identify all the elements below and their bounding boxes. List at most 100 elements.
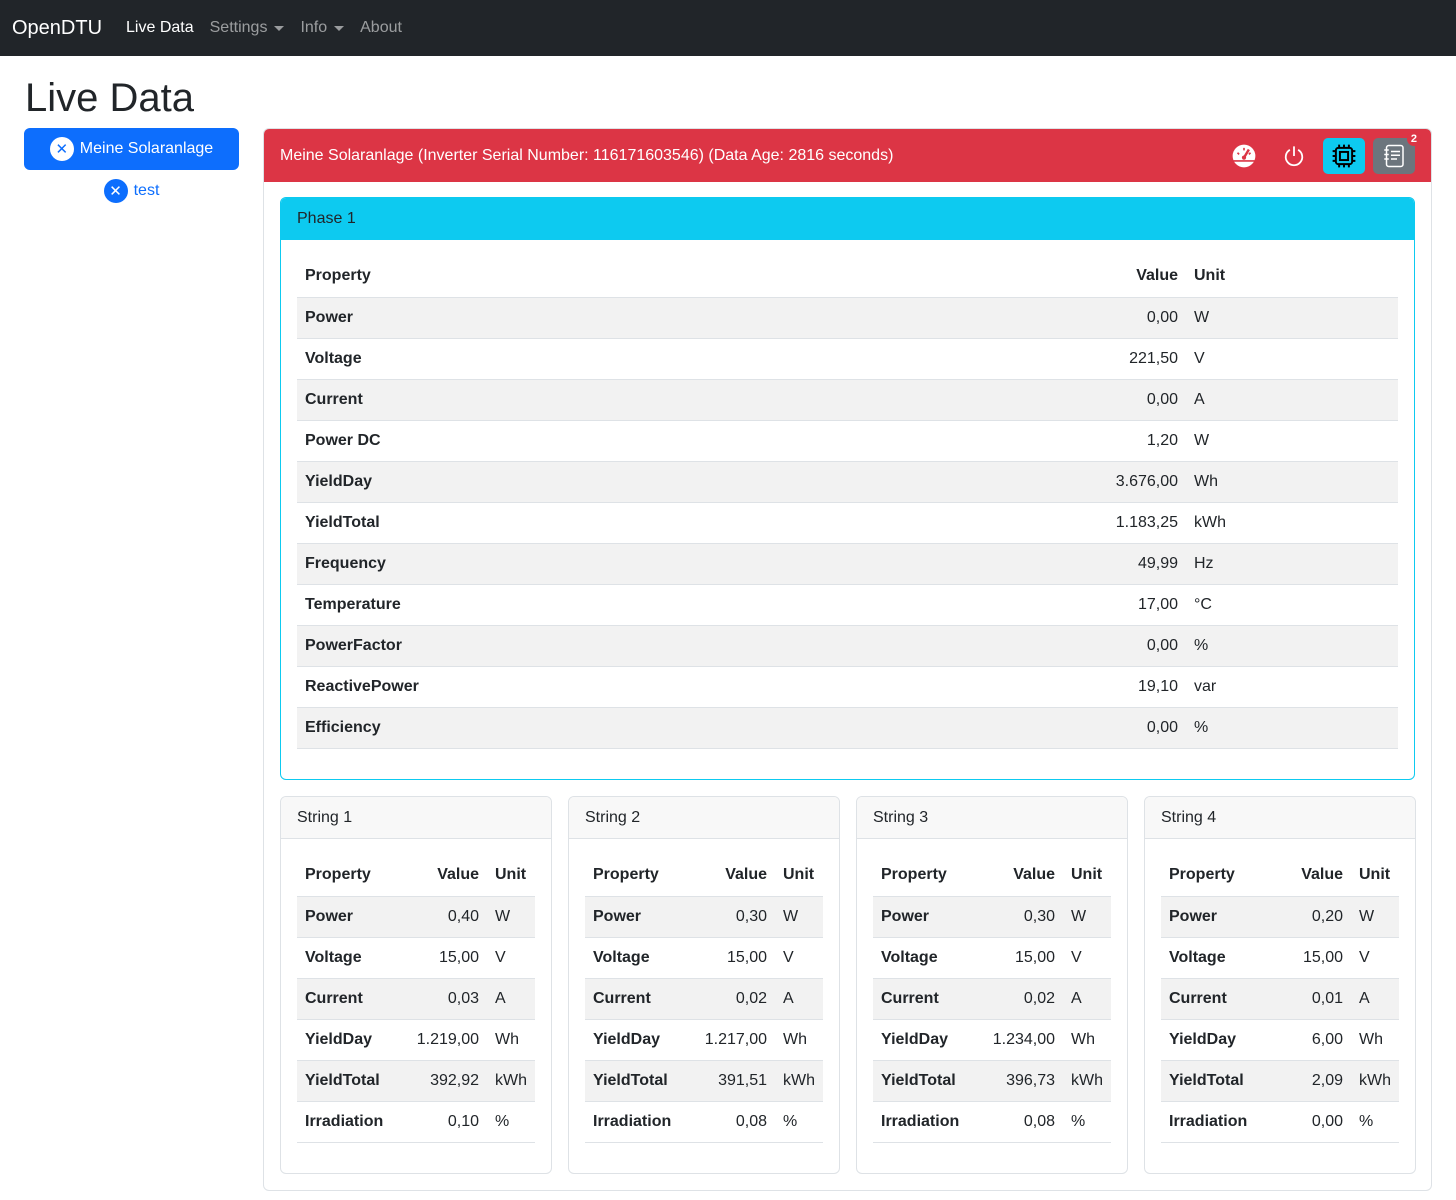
power-button[interactable] xyxy=(1273,138,1315,174)
property-cell: PowerFactor xyxy=(297,625,852,667)
inverter-tab-test[interactable]: ✕ test xyxy=(24,170,239,212)
string-card: String 1 Property Value Unit Power 0,40 W Volta… xyxy=(280,796,552,1174)
table-row: Temperature 17,00 °C xyxy=(297,584,1398,626)
inverter-card-header: Meine Solaranlage (Inverter Serial Numbe… xyxy=(264,129,1431,182)
property-cell: Power xyxy=(585,896,689,938)
event-log-button[interactable]: 2 xyxy=(1373,131,1421,174)
table-row: Current 0,00 A xyxy=(297,379,1398,421)
col-unit: Unit xyxy=(775,855,823,897)
property-cell: YieldDay xyxy=(297,1019,401,1061)
property-cell: ReactivePower xyxy=(297,666,852,708)
string-card-header: String 1 xyxy=(281,797,551,839)
unit-cell: Wh xyxy=(1063,1019,1111,1061)
table-row: Efficiency 0,00% xyxy=(297,707,1398,749)
table-row: Irradiation 0,10% xyxy=(297,1101,535,1143)
property-cell: YieldDay xyxy=(1161,1019,1279,1061)
unit-cell: Wh xyxy=(1186,461,1398,503)
property-cell: YieldTotal xyxy=(1161,1060,1279,1102)
property-cell: Voltage xyxy=(585,937,689,979)
property-cell: Irradiation xyxy=(1161,1101,1279,1143)
property-cell: Power xyxy=(297,297,852,339)
table-row: Irradiation 0,08% xyxy=(585,1101,823,1143)
table-row: YieldDay 1.217,00 Wh xyxy=(585,1019,823,1061)
unit-cell: var xyxy=(1186,666,1398,708)
string-card-header: String 4 xyxy=(1145,797,1415,839)
navbar: OpenDTU Live Data Settings Info About xyxy=(0,0,1456,56)
value-cell: 396,73 xyxy=(976,1060,1063,1102)
unit-cell: Wh xyxy=(487,1019,535,1061)
string-table: Property Value Unit Power 0,30 W Voltage 15,00 V… xyxy=(873,855,1111,1143)
property-cell: Efficiency xyxy=(297,707,852,749)
unit-cell: kWh xyxy=(487,1060,535,1102)
page-title: Live Data xyxy=(25,76,194,120)
phase-card: Phase 1 Property Value Unit Power 0,00 W Volt… xyxy=(280,197,1415,780)
property-cell: Current xyxy=(873,978,977,1020)
col-unit: Unit xyxy=(487,855,535,897)
inverter-list: ✕ Meine Solaranlage ✕ test xyxy=(24,128,239,212)
value-cell: 0,02 xyxy=(976,978,1063,1020)
table-row: Power DC 1,20 W xyxy=(297,420,1398,462)
nav-info[interactable]: Info xyxy=(300,19,345,37)
col-property: Property xyxy=(873,855,977,897)
value-cell: 392,92 xyxy=(400,1060,487,1102)
value-cell: 15,00 xyxy=(688,937,775,979)
value-cell: 1.219,00 xyxy=(400,1019,487,1061)
property-cell: Irradiation xyxy=(585,1101,689,1143)
unit-cell: kWh xyxy=(1063,1060,1111,1102)
table-row: YieldTotal 2,09 kWh xyxy=(1161,1060,1399,1102)
property-cell: YieldTotal xyxy=(297,1060,401,1102)
property-cell: Current xyxy=(297,379,852,421)
unit-cell: Hz xyxy=(1186,543,1398,585)
device-info-button[interactable] xyxy=(1323,137,1365,174)
table-row: Power 0,30 W xyxy=(585,896,823,938)
table-row: Current 0,02 A xyxy=(585,978,823,1020)
caret-down-icon xyxy=(274,25,285,31)
nav-settings[interactable]: Settings xyxy=(210,19,285,37)
unit-cell: % xyxy=(487,1101,535,1143)
value-cell: 15,00 xyxy=(976,937,1063,979)
table-row: Irradiation 0,08% xyxy=(873,1101,1111,1143)
string-table: Property Value Unit Power 0,40 W Voltage 15,00 V… xyxy=(297,855,535,1143)
unit-cell: °C xyxy=(1186,584,1398,626)
table-row: Voltage 15,00 V xyxy=(873,937,1111,979)
table-row: Current 0,02 A xyxy=(873,978,1111,1020)
property-cell: YieldTotal xyxy=(585,1060,689,1102)
property-cell: Power xyxy=(873,896,977,938)
nav-about[interactable]: About xyxy=(360,19,402,37)
string-table: Property Value Unit Power 0,20 W Voltage 15,00 V… xyxy=(1161,855,1399,1143)
phase-table: Property Value Unit Power 0,00 W Voltage 221,5… xyxy=(297,256,1398,749)
limit-settings-button[interactable] xyxy=(1223,138,1265,174)
table-row: Power 0,30 W xyxy=(873,896,1111,938)
unit-cell: % xyxy=(1351,1101,1399,1143)
unit-cell: W xyxy=(1351,896,1399,938)
col-property: Property xyxy=(585,855,689,897)
nav-live-data[interactable]: Live Data xyxy=(126,19,194,37)
inverter-name: Meine Solaranlage xyxy=(79,140,214,157)
speedometer-icon xyxy=(1232,144,1256,167)
cpu-icon xyxy=(1332,144,1356,167)
property-cell: YieldDay xyxy=(585,1019,689,1061)
unit-cell: A xyxy=(1063,978,1111,1020)
unit-cell: kWh xyxy=(1186,502,1398,544)
unit-cell: V xyxy=(775,937,823,979)
col-property: Property xyxy=(297,855,401,897)
property-cell: Power xyxy=(297,896,401,938)
inverter-tab-meine-solaranlage[interactable]: ✕ Meine Solaranlage xyxy=(24,128,239,170)
property-cell: Current xyxy=(585,978,689,1020)
inverter-card: Meine Solaranlage (Inverter Serial Numbe… xyxy=(263,128,1432,1191)
table-row: Current 0,03 A xyxy=(297,978,535,1020)
table-row: YieldDay 1.234,00 Wh xyxy=(873,1019,1111,1061)
table-row: YieldTotal 392,92 kWh xyxy=(297,1060,535,1102)
brand-link[interactable]: OpenDTU xyxy=(12,16,103,39)
nav-label: Live Data xyxy=(126,19,194,36)
property-cell: YieldTotal xyxy=(873,1060,977,1102)
value-cell: 19,10 xyxy=(851,666,1186,708)
property-cell: Temperature xyxy=(297,584,852,626)
col-unit: Unit xyxy=(1186,256,1398,298)
table-row: YieldDay 1.219,00 Wh xyxy=(297,1019,535,1061)
property-cell: Power DC xyxy=(297,420,852,462)
unit-cell: kWh xyxy=(1351,1060,1399,1102)
value-cell: 0,08 xyxy=(976,1101,1063,1143)
table-row: PowerFactor 0,00% xyxy=(297,625,1398,667)
unit-cell: % xyxy=(775,1101,823,1143)
